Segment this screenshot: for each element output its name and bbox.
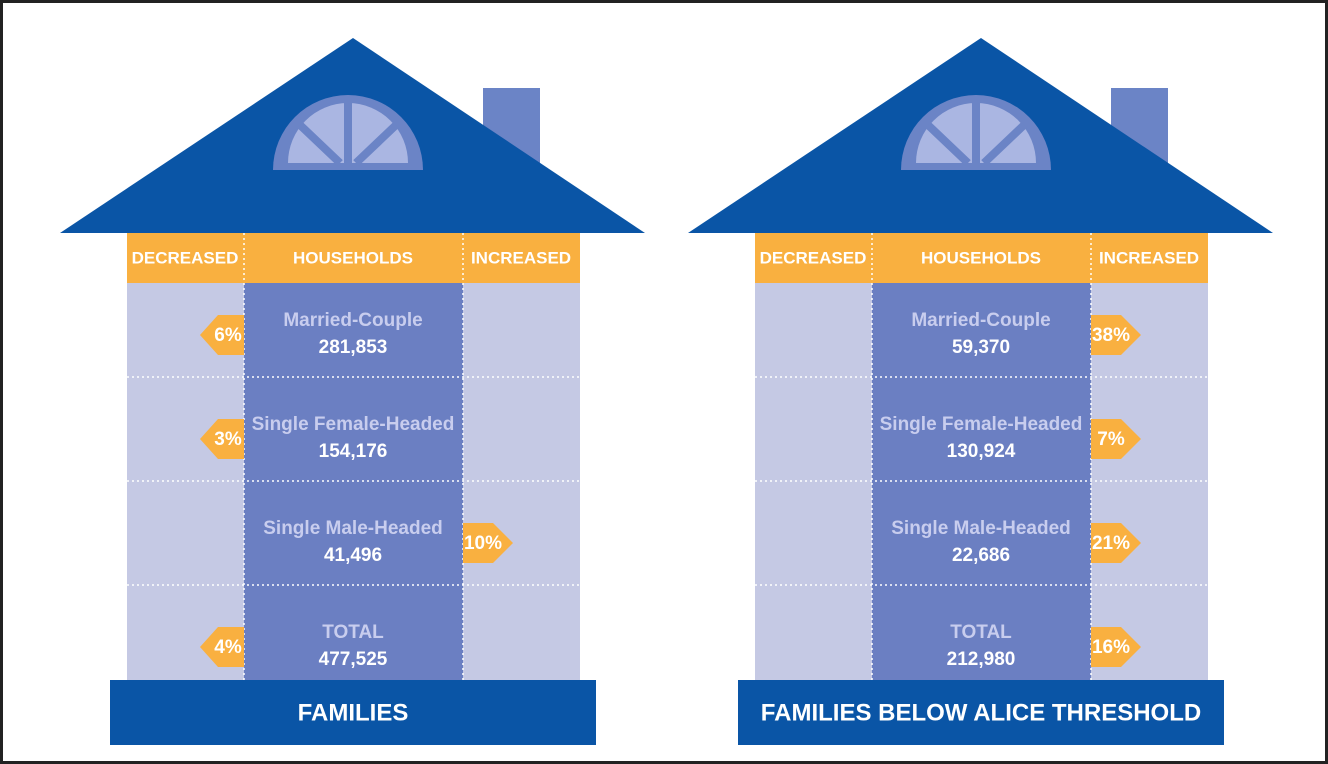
house-title: FAMILIES BELOW ALICE THRESHOLD [761, 699, 1201, 726]
row-label: Single Female-Headed [252, 414, 455, 435]
row-count: 22,686 [952, 545, 1010, 566]
row-count: 130,924 [947, 441, 1016, 462]
row-count: 41,496 [324, 545, 382, 566]
row-count: 154,176 [319, 441, 388, 462]
infographic: DECREASED HOUSEHOLDS INCREASED Married-Coup… [0, 0, 1328, 764]
header-decreased: DECREASED [132, 248, 239, 267]
header-households: HOUSEHOLDS [921, 248, 1041, 267]
header-increased: INCREASED [1099, 248, 1199, 267]
decrease-value: 4% [214, 637, 242, 658]
increase-value: 21% [1092, 533, 1130, 554]
row-count: 477,525 [319, 649, 388, 670]
decrease-value: 6% [214, 325, 242, 346]
increase-value: 38% [1092, 325, 1130, 346]
increase-value: 10% [464, 533, 502, 554]
row-label: Single Female-Headed [880, 414, 1083, 435]
header-increased: INCREASED [471, 248, 571, 267]
row-count: 281,853 [319, 337, 388, 358]
row-label: Single Male-Headed [263, 518, 443, 539]
row-count: 212,980 [947, 649, 1016, 670]
header-households: HOUSEHOLDS [293, 248, 413, 267]
row-label: TOTAL [950, 622, 1012, 643]
row-count: 59,370 [952, 337, 1010, 358]
row-label: Single Male-Headed [891, 518, 1071, 539]
increase-value: 16% [1092, 637, 1130, 658]
header-decreased: DECREASED [760, 248, 867, 267]
row-label: TOTAL [322, 622, 384, 643]
house-title: FAMILIES [298, 699, 409, 726]
decrease-value: 3% [214, 429, 242, 450]
row-label: Married-Couple [911, 310, 1050, 331]
row-label: Married-Couple [283, 310, 422, 331]
increase-value: 7% [1097, 429, 1125, 450]
